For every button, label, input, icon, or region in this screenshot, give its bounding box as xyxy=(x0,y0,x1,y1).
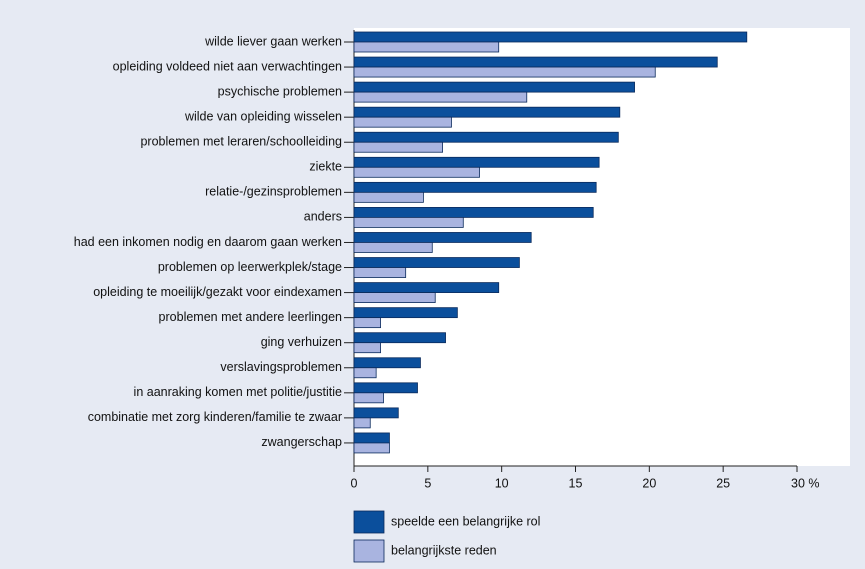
bar xyxy=(353,242,433,253)
y-tick-label: ziekte xyxy=(309,160,342,174)
legend-swatch xyxy=(353,539,385,563)
bar xyxy=(353,91,528,103)
legend-label: speelde een belangrijke rol xyxy=(391,514,540,528)
bar xyxy=(353,116,452,128)
y-tick-label: problemen met leraren/schoolleiding xyxy=(140,135,342,149)
bar xyxy=(353,267,407,278)
bar xyxy=(353,317,381,329)
bar xyxy=(353,131,619,143)
y-tick-label: wilde van opleiding wisselen xyxy=(184,109,342,123)
y-tick-label: wilde liever gaan werken xyxy=(204,34,342,48)
bar xyxy=(353,392,384,404)
x-tick-label: 20 xyxy=(642,476,656,490)
x-tick-label: 25 xyxy=(716,476,730,490)
bar xyxy=(353,166,480,178)
bar xyxy=(353,282,500,293)
bar xyxy=(353,442,390,454)
bar xyxy=(353,66,656,78)
bar xyxy=(353,156,600,168)
bar xyxy=(353,257,520,268)
bar xyxy=(353,81,635,93)
bar xyxy=(353,191,424,203)
x-tick-label: 0 xyxy=(351,476,358,490)
bar xyxy=(353,41,500,53)
x-tick-label: 10 xyxy=(495,476,509,490)
bar xyxy=(353,307,458,319)
bar xyxy=(353,432,390,444)
y-tick-label: problemen met andere leerlingen xyxy=(159,310,342,324)
legend-label: belangrijkste reden xyxy=(391,543,497,557)
y-tick-label: anders xyxy=(304,210,342,224)
bar xyxy=(353,407,399,419)
bar xyxy=(353,207,594,218)
bar xyxy=(353,232,532,243)
bar xyxy=(353,106,621,118)
bar xyxy=(353,292,436,303)
x-tick-label: 30 % xyxy=(791,476,820,490)
y-tick-label: opleiding voldeed niet aan verwachtingen xyxy=(113,59,342,73)
bar xyxy=(353,217,464,228)
y-tick-label: in aanraking komen met politie/justitie xyxy=(134,385,342,399)
bar xyxy=(353,382,418,394)
bar xyxy=(353,367,377,379)
y-tick-label: problemen op leerwerkplek/stage xyxy=(158,260,342,274)
bar xyxy=(353,181,597,193)
bar xyxy=(353,357,421,369)
y-tick-label: zwangerschap xyxy=(261,435,342,449)
y-tick-label: ging verhuizen xyxy=(261,335,342,349)
bar xyxy=(353,31,748,43)
bar xyxy=(353,141,443,153)
y-tick-label: verslavingsproblemen xyxy=(220,360,342,374)
bar xyxy=(353,56,718,68)
y-tick-label: relatie-/gezinsproblemen xyxy=(205,185,342,199)
bar xyxy=(353,417,371,429)
bar xyxy=(353,342,381,354)
y-tick-label: psychische problemen xyxy=(218,84,342,98)
x-tick-label: 5 xyxy=(424,476,431,490)
legend-swatch xyxy=(353,510,385,534)
y-tick-label: combinatie met zorg kinderen/familie te … xyxy=(88,410,342,424)
y-tick-label: had een inkomen nodig en daarom gaan wer… xyxy=(74,235,342,249)
y-tick-label: opleiding te moeilijk/gezakt voor eindex… xyxy=(93,285,342,299)
bar xyxy=(353,332,446,344)
x-tick-label: 15 xyxy=(569,476,583,490)
